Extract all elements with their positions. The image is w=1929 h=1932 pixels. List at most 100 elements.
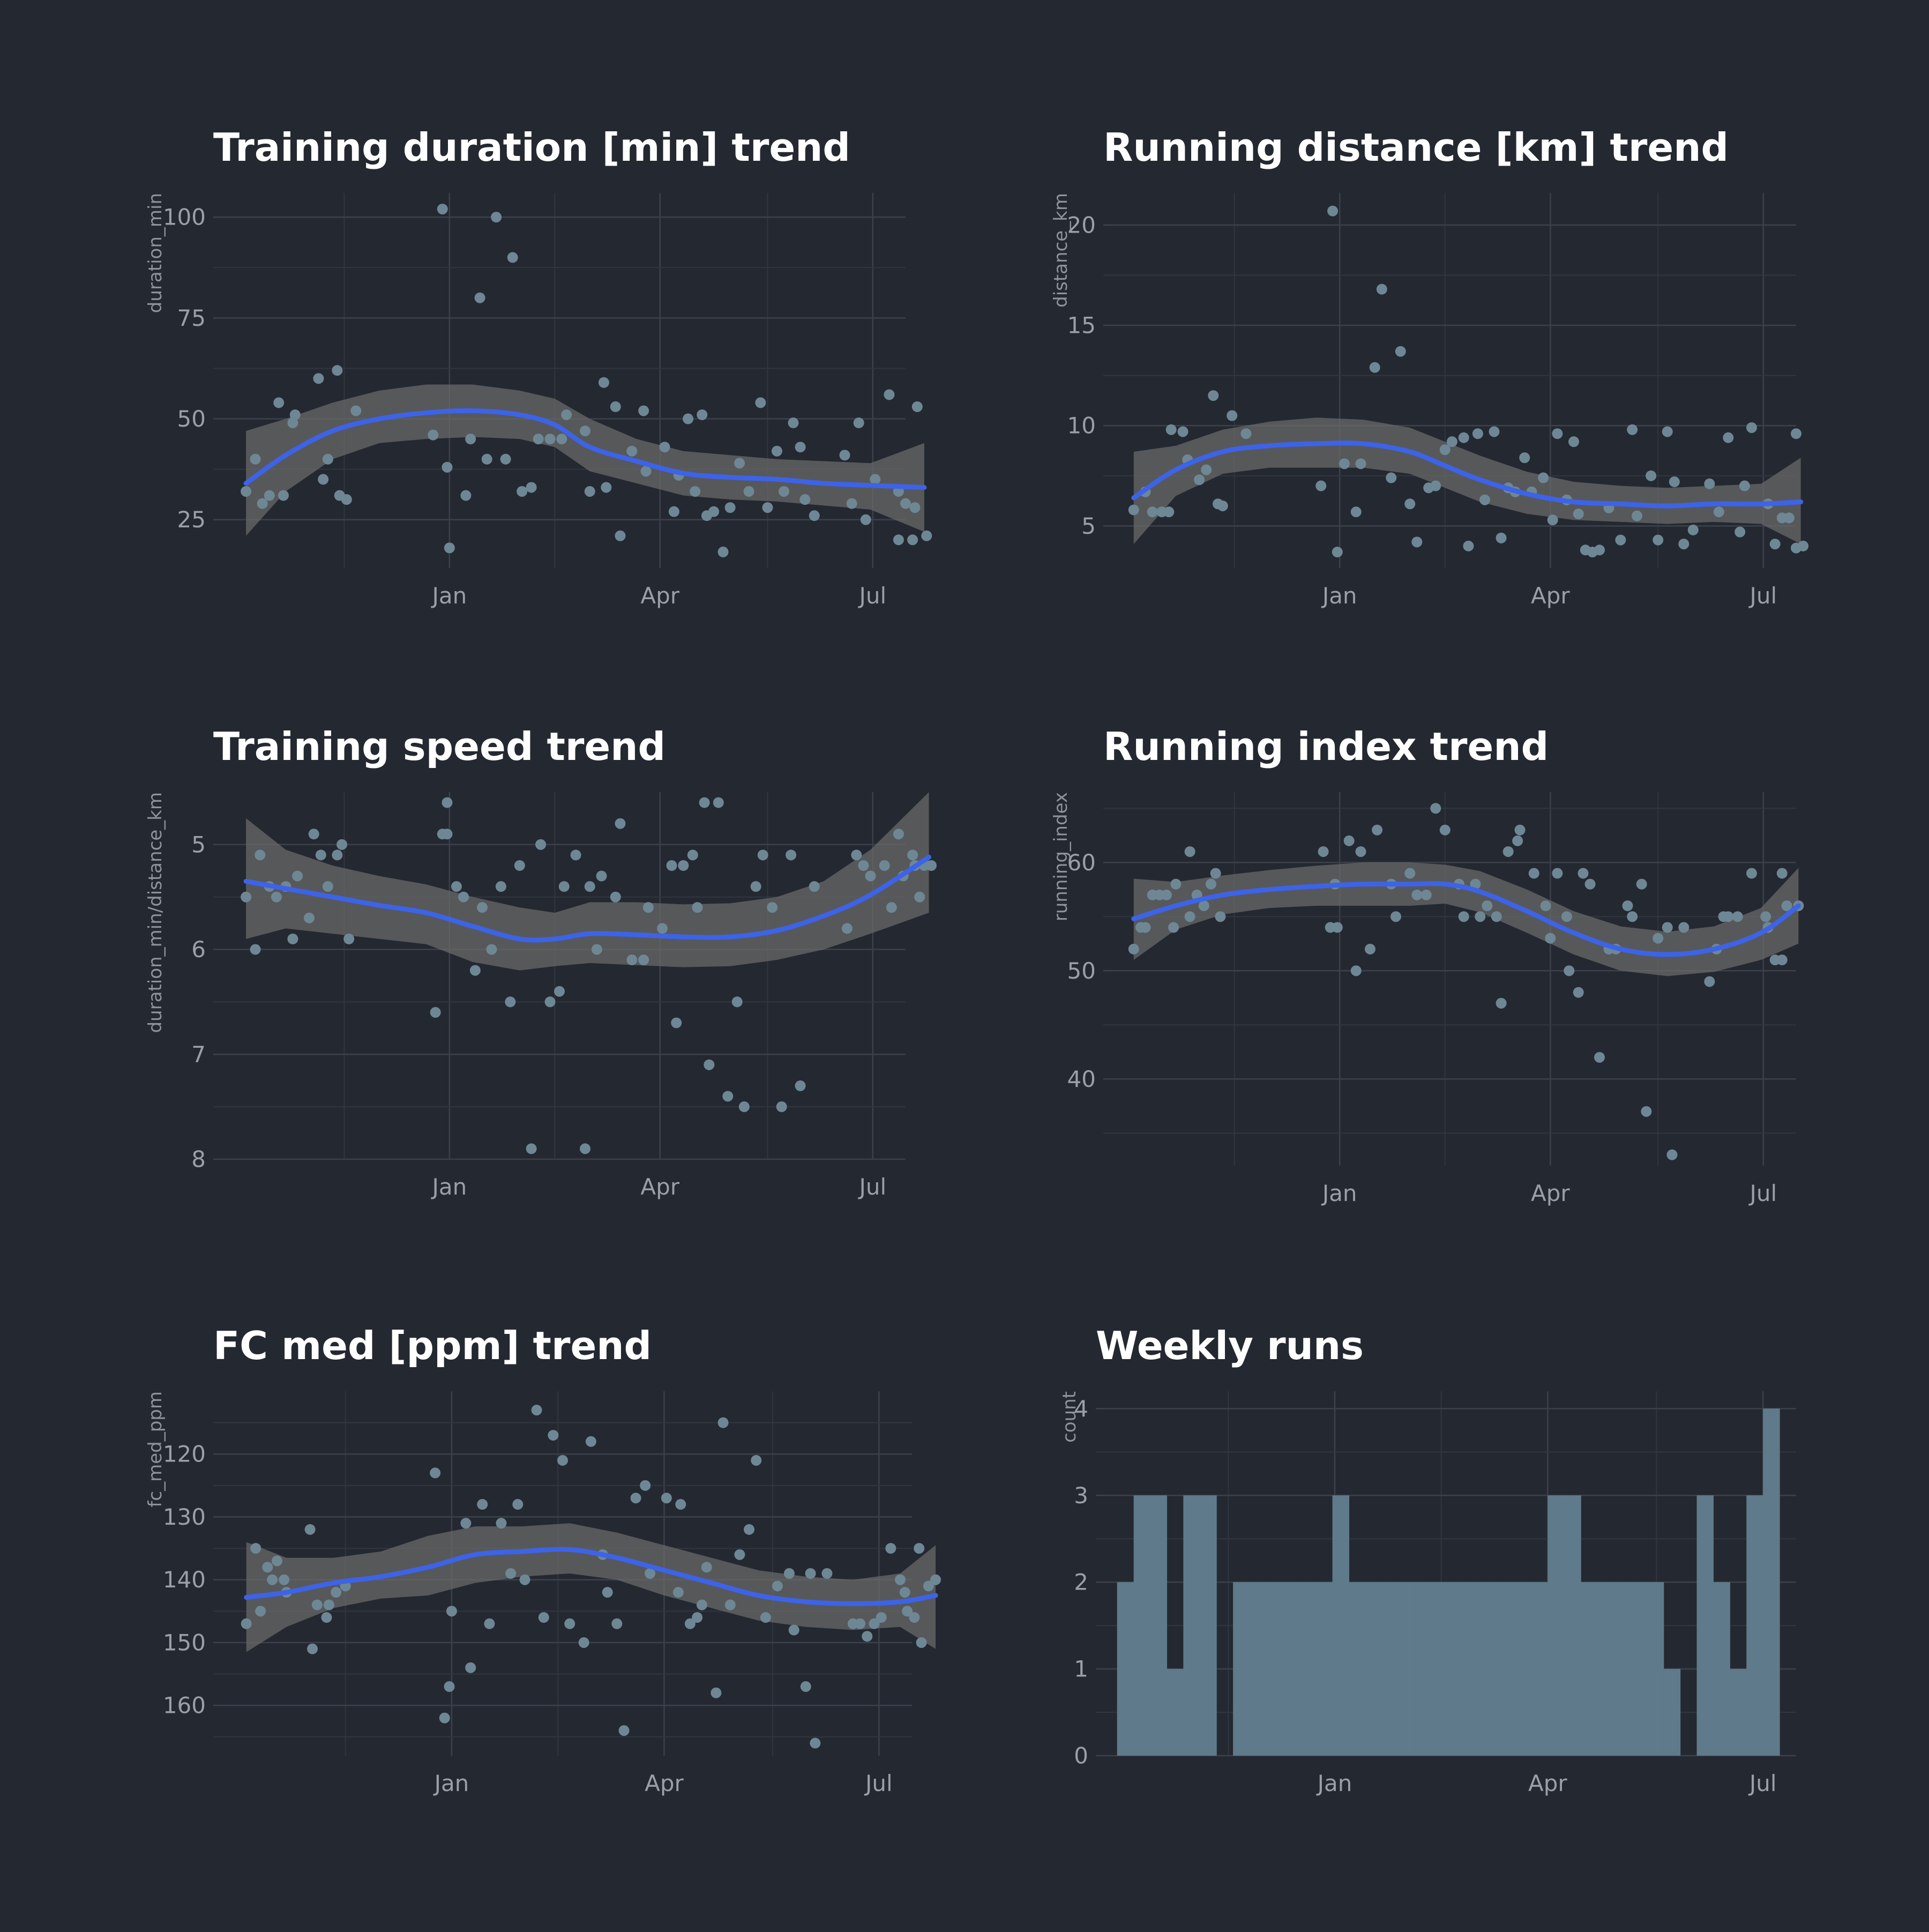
data-point	[1128, 504, 1139, 516]
chart-title: Weekly runs	[1096, 1323, 1364, 1368]
data-point	[1404, 868, 1416, 879]
chart-duration: Training duration [min] trend duration_mi…	[145, 125, 932, 609]
data-point	[308, 829, 319, 840]
data-point	[430, 1007, 441, 1018]
data-points	[1128, 803, 1804, 1160]
data-point	[1662, 922, 1673, 933]
data-point	[1463, 540, 1474, 551]
histogram-bar	[1564, 1495, 1581, 1756]
x-tick-label: Jan	[430, 583, 467, 609]
data-point	[1184, 846, 1195, 857]
data-point	[343, 934, 355, 944]
data-point	[911, 401, 923, 412]
data-point	[618, 1725, 630, 1736]
histogram-bar	[1663, 1669, 1681, 1756]
data-point	[1734, 526, 1746, 538]
data-point	[271, 891, 282, 902]
data-point	[1528, 868, 1539, 879]
data-point	[750, 881, 761, 892]
data-point	[1315, 480, 1327, 491]
data-point	[668, 506, 679, 517]
data-point	[894, 1574, 906, 1585]
data-point	[724, 502, 736, 513]
data-point	[799, 494, 811, 505]
data-point	[921, 530, 932, 541]
data-point	[717, 546, 729, 557]
data-point	[1781, 900, 1792, 912]
data-point	[1147, 506, 1158, 518]
y-tick-label: 160	[163, 1692, 206, 1719]
y-tick-label: 15	[1067, 312, 1096, 339]
data-point	[267, 1574, 278, 1585]
x-tick-label: Jul	[864, 1770, 893, 1796]
data-point	[1713, 506, 1724, 518]
data-point	[876, 1612, 887, 1623]
data-point	[1215, 911, 1226, 922]
data-point	[554, 986, 565, 997]
data-point	[1568, 436, 1580, 447]
data-point	[869, 1618, 880, 1629]
y-axis-label: running_index	[1050, 792, 1072, 921]
histogram-bar	[1150, 1495, 1168, 1756]
data-point	[584, 486, 595, 497]
histogram-bar	[1133, 1495, 1151, 1756]
data-point	[289, 409, 301, 420]
data-point	[262, 1562, 273, 1573]
histogram-bar	[1763, 1408, 1780, 1756]
data-point	[841, 923, 853, 934]
chart-weekly_runs: Weekly runs count 0 1 2 3 4 Jan Apr Jul	[1059, 1323, 1796, 1796]
data-point	[1678, 539, 1689, 550]
y-tick-label: 5	[1081, 513, 1096, 539]
data-point	[1519, 452, 1530, 464]
data-point	[596, 870, 607, 882]
data-point	[717, 1417, 729, 1428]
data-point	[505, 996, 516, 1008]
data-point	[899, 1587, 910, 1598]
data-point	[900, 498, 911, 509]
data-point	[1615, 534, 1626, 546]
y-tick-label: 2	[1074, 1569, 1088, 1595]
data-point	[909, 1612, 920, 1623]
data-point	[303, 912, 315, 923]
data-point	[442, 797, 453, 808]
data-point	[460, 1518, 472, 1529]
data-point	[1653, 933, 1664, 944]
data-point	[615, 818, 626, 829]
data-point	[1430, 480, 1441, 491]
data-point	[672, 1587, 684, 1598]
data-point	[564, 1618, 575, 1629]
data-point	[1552, 428, 1563, 439]
chart-distance: Running distance [km] trend distance_km 5 1…	[1050, 125, 1809, 609]
histogram-bar	[1282, 1582, 1300, 1756]
data-point	[886, 902, 897, 913]
data-point	[751, 1454, 762, 1466]
data-point	[855, 1618, 866, 1629]
data-point	[578, 1637, 589, 1648]
data-point	[1411, 889, 1423, 900]
data-point	[1475, 911, 1486, 922]
data-point	[1776, 868, 1788, 879]
data-point	[711, 1687, 722, 1698]
data-point	[1783, 512, 1795, 524]
data-point	[860, 514, 871, 525]
x-tick-label: Apr	[1528, 1770, 1567, 1796]
data-point	[1390, 911, 1402, 922]
data-point	[1472, 428, 1483, 439]
data-point	[591, 944, 602, 955]
data-point	[1678, 922, 1689, 933]
histogram-bar	[1481, 1582, 1499, 1756]
data-point	[696, 1599, 707, 1610]
data-point	[1439, 824, 1451, 836]
data-point	[533, 434, 544, 445]
data-point	[496, 1518, 507, 1529]
data-point	[1739, 480, 1750, 491]
data-point	[865, 870, 876, 882]
data-point	[278, 490, 289, 501]
data-point	[1327, 205, 1339, 217]
data-point	[762, 502, 773, 513]
histogram-bar	[1233, 1582, 1250, 1756]
data-point	[909, 502, 921, 513]
data-point	[800, 1681, 811, 1692]
data-point	[734, 1549, 745, 1560]
